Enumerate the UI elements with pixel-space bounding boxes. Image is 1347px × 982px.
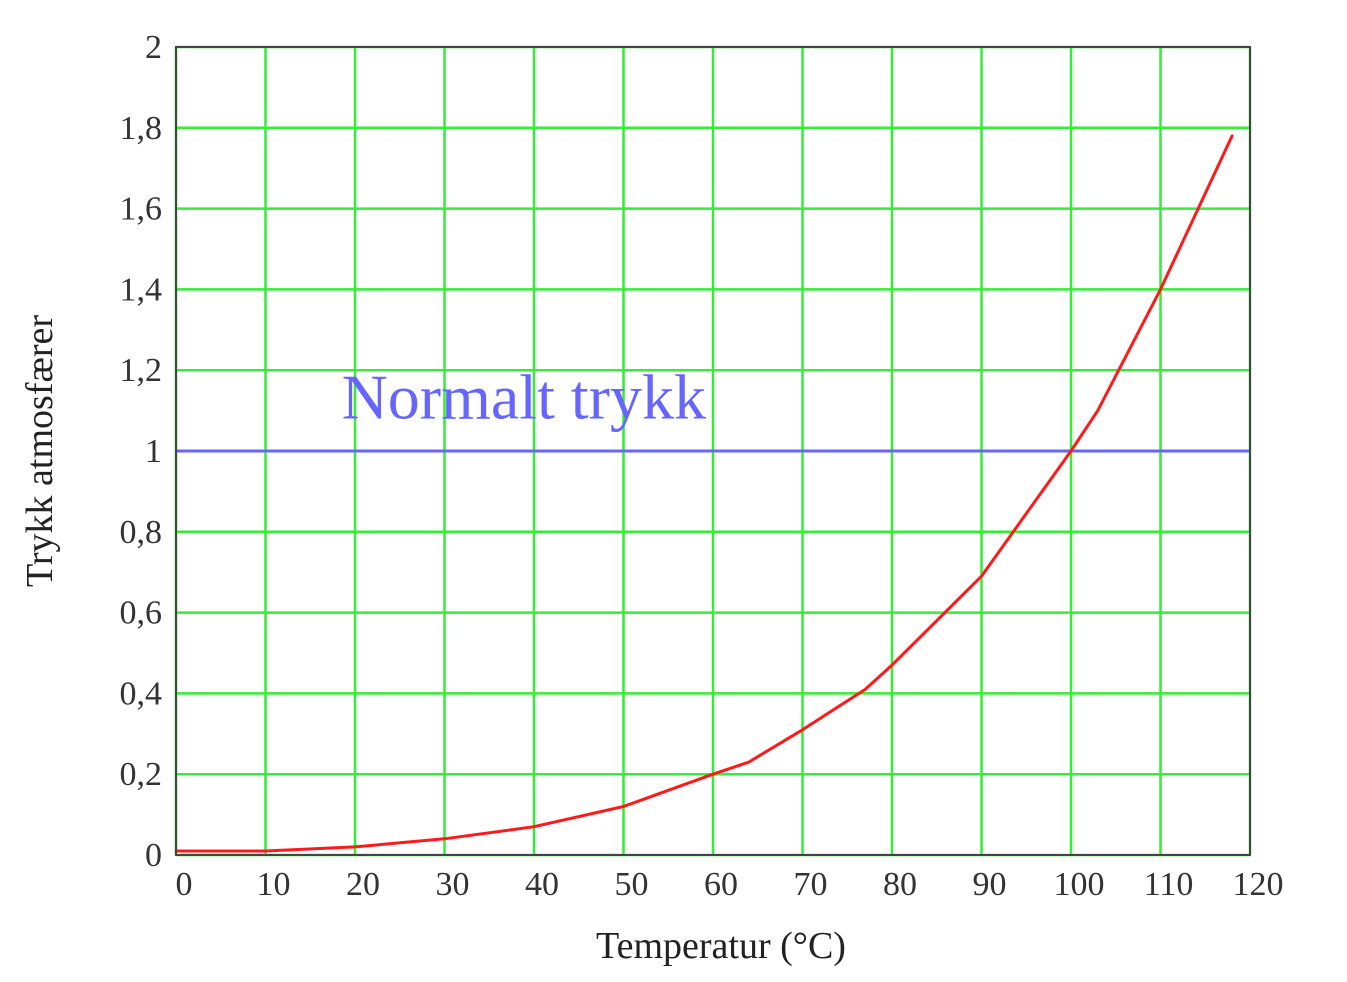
x-tick-label: 10: [257, 866, 291, 903]
x-tick-label: 20: [346, 866, 380, 903]
y-tick-label: 1,4: [120, 271, 163, 308]
x-tick-label: 60: [704, 866, 738, 903]
x-tick-label: 120: [1233, 866, 1284, 903]
plot-frame: [175, 46, 1251, 856]
y-tick-labels: 0 0,2 0,4 0,6 0,8 1 1,2 1,4 1,6 1,8 2: [120, 29, 163, 874]
x-tick-label: 30: [436, 866, 470, 903]
series-layer: [174, 134, 1234, 853]
y-tick-label: 1,6: [120, 191, 163, 228]
x-tick-label: 40: [525, 866, 559, 903]
x-tick-label: 80: [883, 866, 917, 903]
series-line-vapor-pressure: [174, 134, 1234, 853]
x-tick-labels: 0 10 20 30 40 50 60 70 80 90 100 110 120: [176, 866, 1284, 903]
x-tick-label: 90: [973, 866, 1007, 903]
reference-line-label: Normalt trykk: [342, 362, 706, 433]
y-tick-label: 0: [145, 837, 162, 874]
y-tick-label: 1,2: [120, 352, 163, 389]
y-tick-label: 2: [145, 29, 162, 66]
x-tick-label: 100: [1054, 866, 1105, 903]
y-tick-label: 0,2: [120, 756, 163, 793]
y-tick-label: 1: [145, 433, 162, 470]
x-axis-title: Temperatur (°C): [596, 925, 846, 967]
y-tick-label: 1,8: [120, 110, 163, 147]
x-tick-label: 0: [176, 866, 193, 903]
y-tick-label: 0,4: [120, 675, 163, 712]
y-tick-label: 0,6: [120, 595, 163, 632]
x-tick-label: 50: [615, 866, 649, 903]
x-tick-label: 70: [794, 866, 828, 903]
y-axis-title: Trykk atmosfærer: [19, 315, 61, 587]
y-tick-label: 0,8: [120, 514, 163, 551]
x-tick-label: 110: [1144, 866, 1194, 903]
